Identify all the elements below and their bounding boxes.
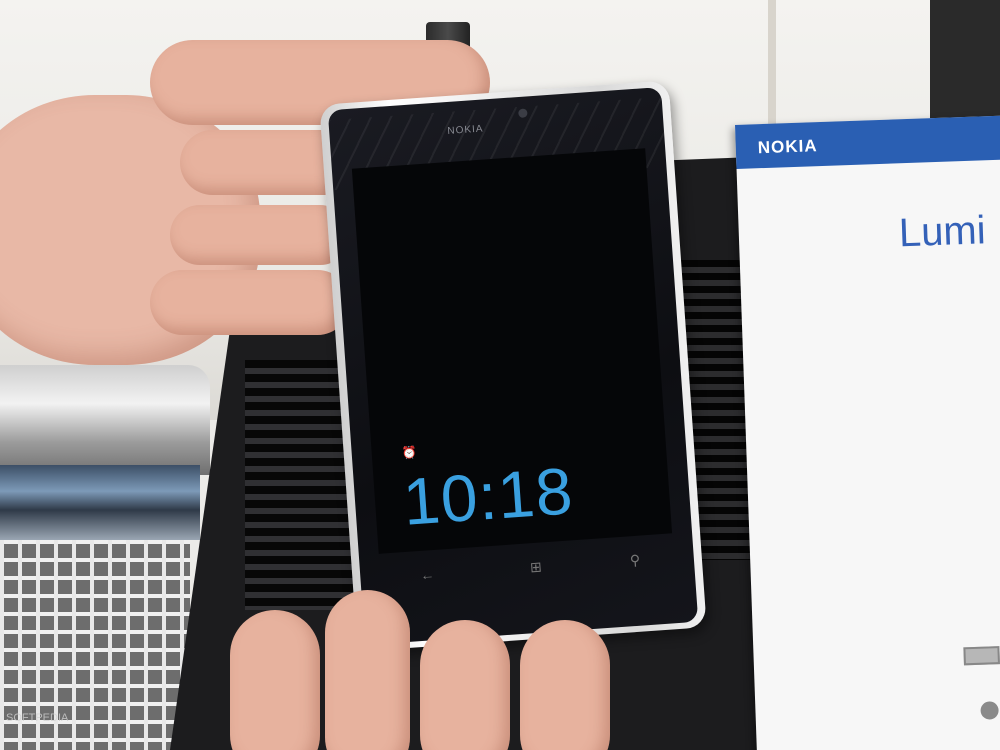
finger [170, 205, 350, 265]
info-card-icon [963, 646, 1000, 666]
info-card-product-name: Lumi [898, 208, 987, 256]
finger [325, 590, 410, 750]
background-dark-corner [930, 0, 1000, 130]
smartphone: NOKIA ⏰ 10:18 ← ⊞ ⚲ [319, 80, 707, 652]
chrome-grille [0, 540, 190, 750]
finger [520, 620, 610, 750]
bottom-hand [230, 590, 630, 750]
info-card-dot-icon [980, 701, 999, 720]
finger [230, 610, 320, 750]
back-key-icon[interactable]: ← [419, 566, 435, 583]
alarm-icon: ⏰ [401, 444, 418, 460]
info-card-header: NOKIA [735, 114, 1000, 169]
search-key-icon[interactable]: ⚲ [629, 551, 641, 569]
finger [420, 620, 510, 750]
chrome-grille-reflection [0, 465, 200, 540]
stand-vents-left [245, 360, 355, 610]
phone-front: NOKIA ⏰ 10:18 ← ⊞ ⚲ [327, 87, 699, 645]
background-pole [768, 0, 776, 150]
watermark: SOFTPEDIA [6, 712, 69, 724]
info-card: NOKIA Lumi [735, 114, 1000, 750]
finger [150, 270, 350, 335]
phone-screen: ⏰ 10:18 [351, 148, 673, 554]
chrome-grille-top [0, 365, 210, 475]
lock-screen-time: 10:18 [400, 453, 576, 539]
start-key-icon[interactable]: ⊞ [529, 558, 543, 576]
top-hand [0, 35, 520, 365]
nokia-logo: NOKIA [757, 136, 818, 158]
